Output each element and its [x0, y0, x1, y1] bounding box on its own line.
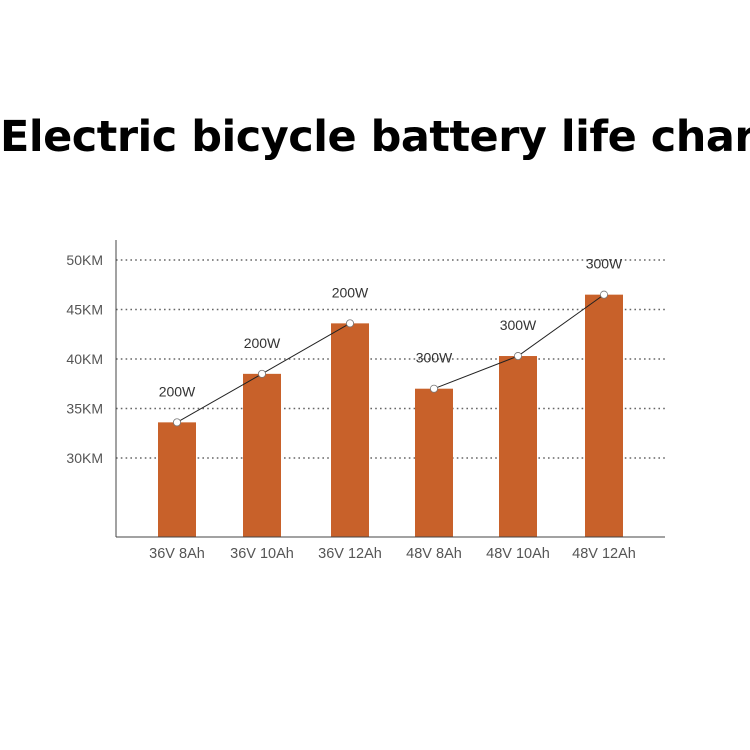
x-tick-label: 48V 8Ah — [406, 546, 462, 562]
data-point — [257, 369, 266, 378]
data-point — [429, 384, 438, 393]
data-label: 300W — [586, 256, 623, 272]
data-label: 200W — [244, 335, 281, 351]
data-points — [172, 290, 609, 427]
axis-layer — [115, 240, 665, 538]
bar — [158, 422, 196, 537]
x-tick-label: 36V 12Ah — [318, 546, 382, 562]
y-tick-labels: 30KM 35KM 40KM 45KM 50KM — [66, 252, 103, 466]
data-point — [514, 352, 523, 361]
bar — [243, 373, 281, 537]
y-tick-label: 30KM — [66, 450, 103, 466]
x-tick-label: 36V 8Ah — [149, 546, 205, 562]
bar — [585, 294, 623, 537]
chart-title: Electric bicycle battery life chart — [0, 112, 750, 162]
data-label: 200W — [159, 383, 196, 399]
data-point — [172, 418, 181, 427]
x-tick-label: 48V 10Ah — [486, 546, 550, 562]
bar — [499, 356, 537, 537]
data-label: 300W — [500, 317, 537, 333]
data-label: 300W — [416, 350, 453, 366]
bars-layer — [158, 294, 623, 537]
grid-layer — [116, 259, 665, 459]
y-tick-label: 35KM — [66, 401, 103, 417]
x-tick-label: 48V 12Ah — [572, 546, 636, 562]
bar — [415, 388, 453, 537]
data-labels: 200W 200W 200W 300W 300W 300W — [159, 256, 623, 400]
data-label: 200W — [332, 284, 369, 300]
data-point — [600, 290, 609, 299]
y-tick-label: 45KM — [66, 302, 103, 318]
x-tick-label: 36V 10Ah — [230, 546, 294, 562]
x-tick-labels: 36V 8Ah 36V 10Ah 36V 12Ah 48V 8Ah 48V 10Ah 48… — [149, 546, 636, 562]
bar — [331, 323, 369, 537]
y-tick-label: 40KM — [66, 351, 103, 367]
data-point — [345, 319, 354, 328]
y-tick-label: 50KM — [66, 252, 103, 268]
